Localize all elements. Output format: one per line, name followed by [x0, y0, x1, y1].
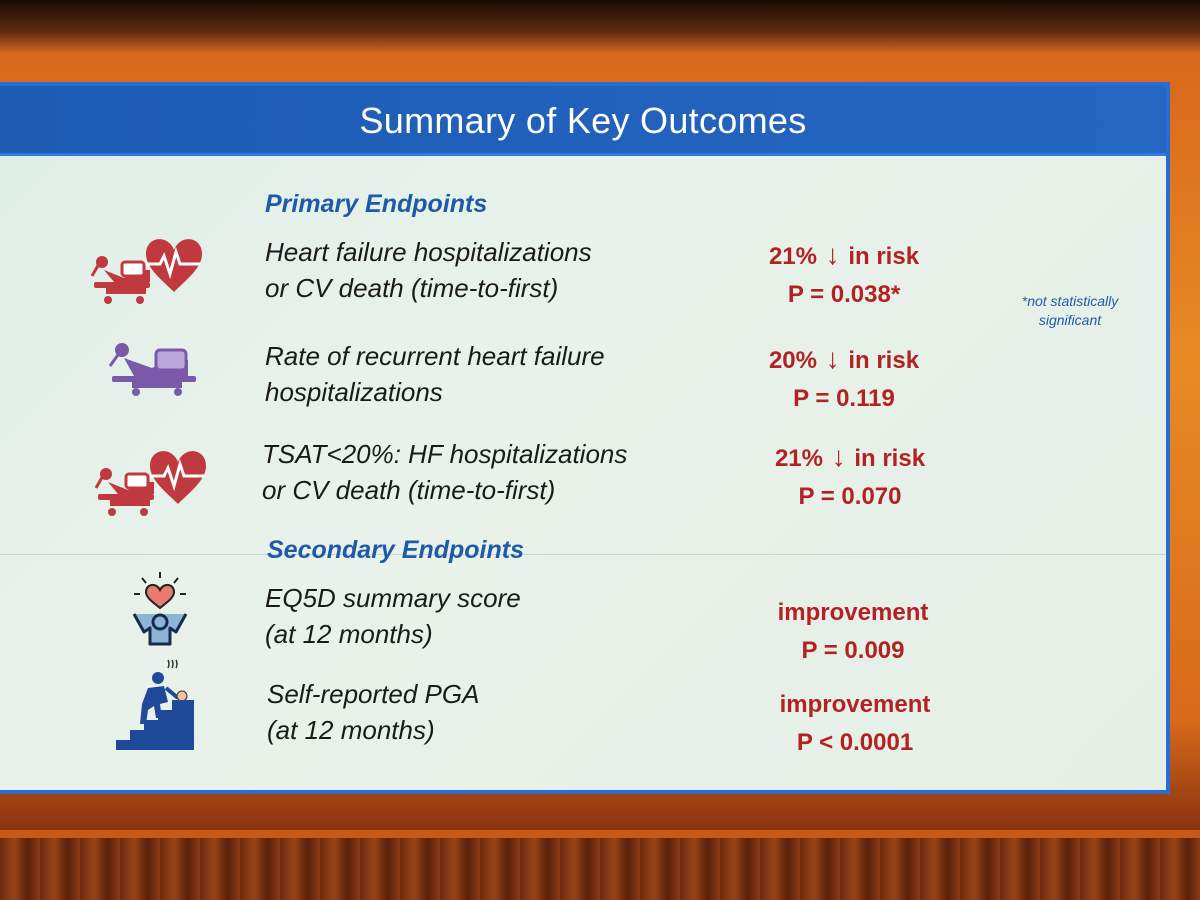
hospital-bed-icon: [108, 343, 196, 396]
title-bar: Summary of Key Outcomes: [0, 86, 1166, 156]
item-2-p-value: P = 0.119: [793, 385, 895, 412]
down-arrow-icon: ↓: [825, 343, 840, 374]
item-1-text: Heart failure hospitalizations or CV dea…: [265, 234, 592, 306]
item-3-p-value: P = 0.070: [798, 483, 902, 510]
section-divider: [0, 554, 1166, 555]
item-3-result: 21% ↓ in risk P = 0.070: [730, 438, 970, 516]
stage-bottom-strip: [0, 830, 1200, 840]
item-4-line2: (at 12 months): [265, 619, 433, 649]
item-4-result-text: improvement: [777, 599, 929, 626]
item-3-line2: or CV death (time-to-first): [262, 475, 556, 505]
primary-endpoints-heading: Primary Endpoints: [265, 190, 488, 218]
item-1-p-value: P = 0.038*: [787, 281, 901, 308]
item-2-line2: hospitalizations: [265, 377, 443, 407]
hospital-bed-heart-icon: [90, 239, 202, 304]
item-2-result: 20% ↓ in risk P = 0.119: [724, 340, 964, 418]
item-2-result-text: in risk: [848, 347, 920, 374]
item-2-pct: 20%: [768, 347, 817, 374]
item-3-text: TSAT<20%: HF hospitalizations or CV deat…: [262, 436, 627, 508]
item-3-result-text: in risk: [854, 445, 926, 472]
item-2-text: Rate of recurrent heart failure hospital…: [265, 338, 605, 410]
item-3-line1: TSAT<20%: HF hospitalizations: [262, 439, 628, 469]
tired-person-stairs-icon: [116, 659, 194, 750]
item-5-line1: Self-reported PGA: [267, 679, 480, 709]
item-5-result: improvement P < 0.0001: [735, 686, 975, 762]
item-2-line1: Rate of recurrent heart failure: [265, 341, 605, 371]
down-arrow-icon: ↓: [825, 239, 840, 270]
item-4-line1: EQ5D summary score: [265, 583, 521, 613]
hospital-bed-heart-icon: [94, 451, 206, 516]
slide-title: Summary of Key Outcomes: [359, 100, 807, 141]
stage-curtain: [0, 838, 1200, 900]
item-1-line1: Heart failure hospitalizations: [265, 237, 592, 267]
item-1-result: 21% ↓ in risk P = 0.038*: [724, 236, 964, 314]
item-3-pct: 21%: [774, 445, 823, 472]
item-1-result-text: in risk: [848, 243, 920, 270]
item-5-line2: (at 12 months): [267, 715, 435, 745]
secondary-endpoints-heading: Secondary Endpoints: [267, 536, 524, 564]
item-4-result: improvement P = 0.009: [733, 594, 973, 670]
item-5-p-value: P < 0.0001: [796, 729, 914, 756]
presentation-slide: Summary of Key Outcomes Primary Endpoint…: [0, 82, 1170, 794]
happy-person-heart-icon: [132, 572, 188, 646]
item-1-pct: 21%: [768, 243, 817, 270]
item-4-text: EQ5D summary score (at 12 months): [265, 580, 521, 652]
item-5-result-text: improvement: [779, 691, 931, 718]
down-arrow-icon: ↓: [831, 441, 846, 472]
stage-top-edge: [0, 0, 1200, 30]
footnote: *not statistically significant: [1021, 293, 1119, 328]
item-4-p-value: P = 0.009: [801, 637, 905, 664]
item-1-line2: or CV death (time-to-first): [265, 273, 559, 303]
item-5-text: Self-reported PGA (at 12 months): [267, 676, 479, 748]
